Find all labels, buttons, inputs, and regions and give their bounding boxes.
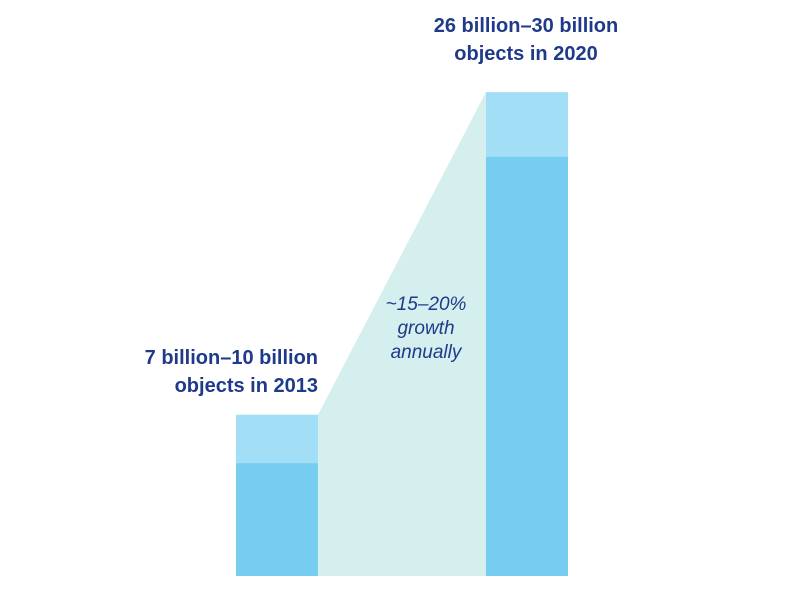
label-2020-range: 26 billion–30 billion <box>433 15 619 37</box>
label-2013-range: 7 billion–10 billion <box>144 347 318 369</box>
growth-area <box>318 92 486 577</box>
label-2013-year: objects in 2013 <box>174 375 318 397</box>
growth-period: annually <box>390 342 462 363</box>
label-2020: 26 billion–30 billion objects in 2020 <box>434 12 618 68</box>
growth-word: growth <box>397 318 455 339</box>
bar-range-2020 <box>486 92 568 157</box>
bar-low-2013 <box>236 463 318 576</box>
growth-annotation: ~15–20% growth annually <box>386 293 467 365</box>
bar-range-2013 <box>236 414 318 464</box>
bar-low-2020 <box>486 156 568 577</box>
label-2020-year: objects in 2020 <box>454 43 598 65</box>
label-2013: 7 billion–10 billion objects in 2013 <box>145 344 318 400</box>
growth-rate: ~15–20% <box>385 294 467 315</box>
